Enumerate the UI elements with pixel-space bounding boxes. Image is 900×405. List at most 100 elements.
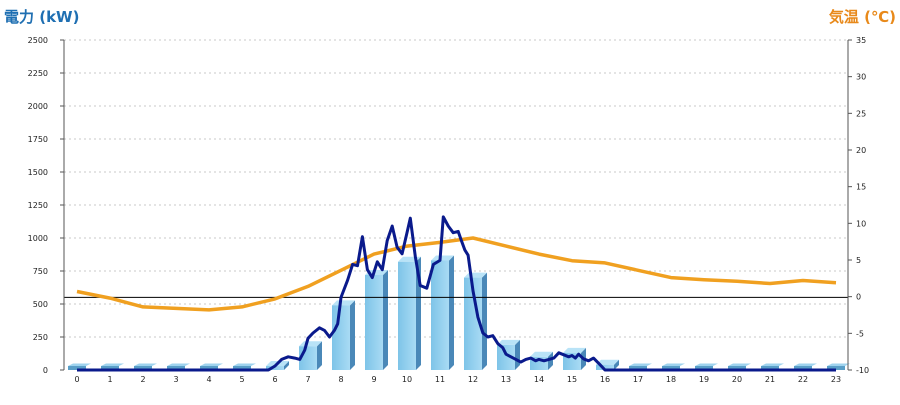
x-tick-label-22: 22 <box>798 375 808 384</box>
x-tick-label-20: 20 <box>732 375 742 384</box>
right-tick-label-20: 20 <box>856 146 866 155</box>
bar-side-14 <box>548 351 553 370</box>
left-tick-label-1000: 1000 <box>28 234 48 243</box>
bar-top-16 <box>596 359 619 365</box>
bar-8 <box>332 305 350 370</box>
bar-5 <box>233 366 251 370</box>
bar-20 <box>728 366 746 370</box>
x-tick-label-15: 15 <box>567 375 577 384</box>
x-tick-label-7: 7 <box>305 375 310 384</box>
left-tick-label-1250: 1250 <box>28 201 48 210</box>
bar-21 <box>761 366 779 370</box>
right-axis-title: 気温 (℃) <box>829 8 896 26</box>
right-tick-label--10: -10 <box>856 366 869 375</box>
bar-top-2 <box>134 363 157 366</box>
right-tick-label--5: -5 <box>856 329 864 338</box>
left-tick-label-1750: 1750 <box>28 135 48 144</box>
bar-16 <box>596 364 614 370</box>
left-tick-label-0: 0 <box>43 366 48 375</box>
bar-top-18 <box>662 363 685 366</box>
left-tick-label-500: 500 <box>33 300 48 309</box>
x-tick-label-12: 12 <box>468 375 478 384</box>
axes: 02505007501000125015001750200022502500-1… <box>28 36 869 384</box>
bar-2 <box>134 366 152 370</box>
x-tick-label-14: 14 <box>534 375 544 384</box>
bar-18 <box>662 366 680 370</box>
bar-side-12 <box>482 272 487 370</box>
x-tick-label-18: 18 <box>666 375 676 384</box>
bar-side-6 <box>284 361 289 370</box>
bar-17 <box>629 366 647 370</box>
data-lines <box>64 215 848 372</box>
x-tick-label-4: 4 <box>206 375 211 384</box>
bar-side-16 <box>614 359 619 370</box>
bar-6 <box>266 366 284 370</box>
right-tick-label-25: 25 <box>856 109 866 118</box>
bar-22 <box>794 366 812 370</box>
left-axis-title: 電力 (kW) <box>4 8 79 26</box>
bar-top-23 <box>827 363 850 366</box>
x-tick-label-0: 0 <box>74 375 79 384</box>
x-tick-label-21: 21 <box>765 375 775 384</box>
left-tick-label-1500: 1500 <box>28 168 48 177</box>
bar-10 <box>398 261 416 370</box>
bar-4 <box>200 366 218 370</box>
left-tick-label-2000: 2000 <box>28 102 48 111</box>
x-tick-label-2: 2 <box>140 375 145 384</box>
right-tick-label-10: 10 <box>856 219 866 228</box>
bar-top-19 <box>695 363 718 366</box>
bar-top-3 <box>167 363 190 366</box>
x-tick-label-9: 9 <box>371 375 376 384</box>
bar-side-9 <box>383 269 388 370</box>
x-tick-label-23: 23 <box>831 375 841 384</box>
power-bars <box>68 255 850 370</box>
left-tick-label-2500: 2500 <box>28 36 48 45</box>
x-tick-label-10: 10 <box>402 375 412 384</box>
bar-12 <box>464 277 482 370</box>
bar-13 <box>497 344 515 370</box>
bar-side-8 <box>350 300 355 370</box>
bar-top-21 <box>761 363 784 366</box>
right-tick-label-0: 0 <box>856 293 861 302</box>
bar-11 <box>431 260 449 370</box>
bar-side-13 <box>515 339 520 370</box>
bar-top-14 <box>530 351 553 357</box>
bar-23 <box>827 366 845 370</box>
left-tick-label-250: 250 <box>33 333 48 342</box>
bar-3 <box>167 366 185 370</box>
temperature-line <box>76 236 837 312</box>
right-tick-label-15: 15 <box>856 183 866 192</box>
x-tick-label-6: 6 <box>272 375 277 384</box>
bar-side-11 <box>449 255 454 370</box>
bar-1 <box>101 366 119 370</box>
x-tick-label-11: 11 <box>435 375 445 384</box>
x-tick-label-13: 13 <box>501 375 511 384</box>
power-line <box>77 215 836 372</box>
gridlines <box>64 39 848 338</box>
bar-top-13 <box>497 339 520 345</box>
x-tick-label-16: 16 <box>600 375 610 384</box>
bar-top-8 <box>332 300 355 306</box>
x-tick-label-5: 5 <box>239 375 244 384</box>
bar-9 <box>365 274 383 370</box>
bar-top-5 <box>233 363 256 366</box>
bar-19 <box>695 366 713 370</box>
right-tick-label-30: 30 <box>856 73 866 82</box>
right-tick-label-35: 35 <box>856 36 866 45</box>
left-tick-label-750: 750 <box>33 267 48 276</box>
bar-side-7 <box>317 341 322 370</box>
x-tick-label-19: 19 <box>699 375 709 384</box>
x-tick-label-1: 1 <box>107 375 112 384</box>
bar-top-15 <box>563 347 586 353</box>
bar-0 <box>68 366 86 370</box>
bar-top-22 <box>794 363 817 366</box>
bar-top-4 <box>200 363 223 366</box>
bar-top-17 <box>629 363 652 366</box>
x-tick-label-3: 3 <box>173 375 178 384</box>
left-tick-label-2250: 2250 <box>28 69 48 78</box>
bar-top-20 <box>728 363 751 366</box>
x-tick-label-8: 8 <box>338 375 343 384</box>
right-tick-label-5: 5 <box>856 256 861 265</box>
